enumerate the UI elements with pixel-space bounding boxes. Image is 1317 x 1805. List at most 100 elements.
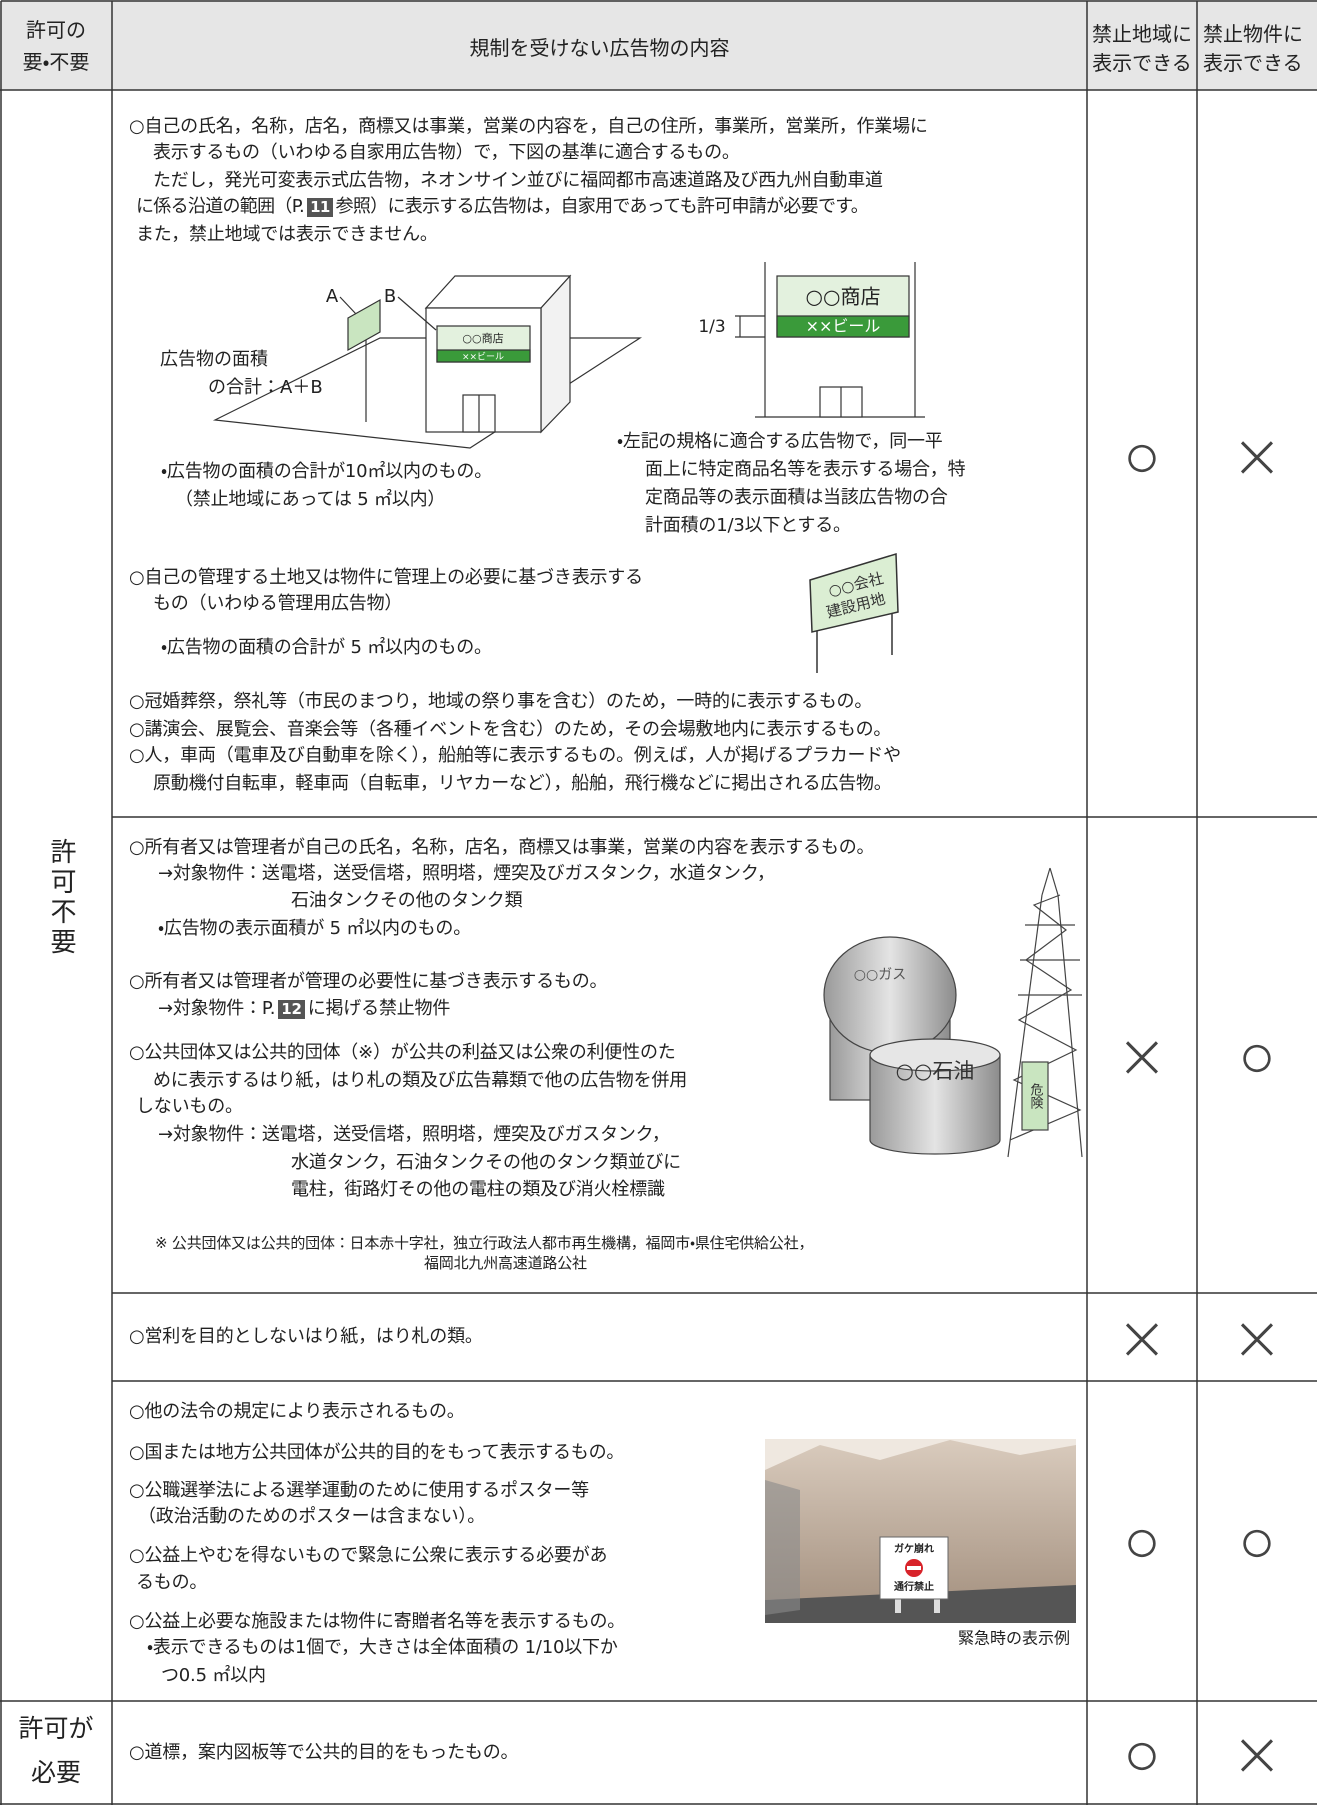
content-line: ○営利を目的としないはり紙，はり札の類。	[129, 1326, 483, 1347]
content-line: ただし，発光可変表示式広告物，ネオンサイン並びに福岡都市高速道路及び西九州自動車…	[153, 170, 883, 191]
page-badge: 11	[307, 198, 333, 217]
header-cell-text: 許可の	[26, 18, 86, 42]
content-line: （禁止地域にあっては 5 ㎡以内）	[175, 489, 446, 510]
content-line: に係る沿道の範囲（P. 11 参照）に表示する広告物は，自家用であっても許可申請が必…	[136, 194, 869, 220]
figure-label: 緊急時の表示例	[958, 1629, 1070, 1648]
figure-label: ○○商店	[806, 285, 881, 309]
text	[869, 1038, 1001, 1072]
content-line: 計面積の1/3以下とする。	[645, 515, 851, 536]
text	[823, 936, 957, 1054]
figure-label: ××ビール	[462, 352, 504, 363]
header-cell-text: 禁止物件に	[1203, 22, 1303, 46]
content-line: 石油タンクその他のタンク類	[291, 890, 523, 911]
text: 参照）に表示する広告物は，自家用であっても許可申請が必要です。	[335, 196, 869, 217]
content-line: →対象物件：送電塔，送受信塔，照明塔，煙突及びガスタンク，水道タンク，	[158, 863, 775, 884]
content-line: ・広告物の面積の合計が10㎡以内のもの。	[161, 461, 493, 482]
content-line: ○人，車両（電車及び自動車を除く），船舶等に表示するもの。例えば，人が掲げるプラ…	[129, 745, 901, 766]
page-badge: 12	[278, 1000, 305, 1019]
tank-tower-illustration	[823, 867, 1083, 1158]
ratio-illustration	[735, 262, 925, 418]
header-cell-text: 規制を受けない広告物の内容	[469, 36, 730, 60]
text	[1049, 867, 1059, 896]
content-line: ※ 公共団体又は公共的団体：日本赤十字社，独立行政法人都市再生機構，福岡市・県住…	[155, 1234, 814, 1252]
content-line: ○所有者又は管理者が自己の氏名，名称，店名，商標又は事業，営業の内容を表示するも…	[129, 837, 875, 858]
text: に係る沿道の範囲（P.	[136, 196, 305, 217]
text	[809, 553, 899, 633]
figure-label: ××ビール	[806, 317, 881, 336]
figure-label: A	[326, 286, 339, 307]
permission-mark: ×	[1231, 1301, 1283, 1374]
text	[765, 1585, 1076, 1623]
content-line: ○冠婚葬祭，祭礼等（市民のまつり，地域の祭り事を含む）のため，一時的に表示するも…	[129, 691, 873, 712]
content-line: →対象物件：送電塔，送受信塔，照明塔，煙突及びガスタンク，	[158, 1124, 670, 1145]
text	[869, 1054, 1001, 1155]
management-sign	[809, 553, 899, 673]
permission-mark: ○	[1123, 1717, 1161, 1790]
content-line: また，禁止地域では表示できません。	[136, 224, 438, 245]
figure-label: 危険	[1028, 1083, 1044, 1109]
figure-label: ガケ崩れ	[894, 1542, 934, 1555]
content-line: ○講演会、展覧会、音楽会等（各種イベントを含む）のため，その会場敷地内に表示する…	[129, 719, 892, 740]
group-label: 必要	[30, 1758, 81, 1787]
content-line: ○公益上必要な施設または物件に寄贈者名等を表示するもの。	[129, 1611, 626, 1632]
text: →対象物件：P.	[158, 998, 276, 1019]
content-line: →対象物件：P. 12 に掲げる禁止物件	[158, 996, 450, 1022]
content-line: つ0.5 ㎡以内	[161, 1665, 266, 1686]
group-label: 許可不要	[46, 838, 76, 958]
content-line: ・広告物の面積の合計が 5 ㎡以内のもの。	[161, 637, 492, 658]
header-cell-text: 表示できる	[1092, 51, 1192, 75]
permission-mark: ×	[1116, 1301, 1168, 1374]
permission-mark: ○	[1238, 1504, 1276, 1577]
permission-mark: ○	[1123, 1504, 1161, 1577]
text	[765, 1480, 800, 1615]
text	[1021, 1061, 1049, 1131]
text	[347, 298, 381, 352]
figure-label: B	[384, 286, 396, 307]
content-line: 電柱，街路灯その他の電柱の類及び消火栓標識	[291, 1179, 665, 1200]
text	[1057, 894, 1083, 1158]
figure-label: 通行禁止	[894, 1580, 934, 1593]
permission-mark: ×	[1116, 1019, 1168, 1092]
text	[1007, 894, 1043, 1158]
content-line: ○自己の管理する土地又は物件に管理上の必要に基づき表示する	[129, 567, 643, 588]
group-label: 許可が	[18, 1714, 94, 1743]
content-line: ○公共団体又は公共的団体（※）が公共の利益又は公衆の利便性のた	[129, 1042, 676, 1063]
content-line: 面上に特定商品名等を表示する場合，特	[645, 459, 966, 480]
content-line: るもの。	[136, 1572, 208, 1593]
text	[436, 349, 531, 363]
content-line: ○道標，案内図板等で公共的目的をもったもの。	[129, 1742, 519, 1763]
text: に掲げる禁止物件	[307, 998, 451, 1019]
permission-mark: ×	[1231, 1717, 1283, 1790]
figure-label: の合計：A＋B	[208, 377, 323, 398]
content-line: ○自己の氏名，名称，店名，商標又は事業，営業の内容を，自己の住所，事業所，営業所…	[129, 116, 928, 137]
text	[907, 1566, 921, 1570]
figure-label: ○○石油	[896, 1059, 975, 1083]
text	[397, 296, 437, 331]
header-cell-text: 要・不要	[22, 50, 90, 74]
permission-mark: ○	[1238, 1019, 1276, 1092]
permission-mark: ×	[1231, 419, 1283, 492]
content-line: 原動機付自転車，軽車両（自転車，リヤカーなど），船舶，飛行機などに掲出される広告…	[153, 773, 892, 794]
text	[776, 315, 910, 338]
content-line: めに表示するはり紙，はり札の類及び広告幕類で他の広告物を併用	[153, 1070, 687, 1091]
content-line: ○公益上やむを得ないもので緊急に公衆に表示する必要があ	[129, 1545, 608, 1566]
content-line: （政治活動のためのポスターは含まない）。	[138, 1506, 485, 1527]
text	[1041, 867, 1051, 896]
figure-label: 広告物の面積	[160, 349, 268, 370]
content-line: ・広告物の表示面積が 5 ㎡以内のもの。	[158, 918, 472, 939]
figure-label: 1/3	[698, 317, 725, 337]
figure-label: ○○商店	[462, 332, 503, 345]
text	[765, 1440, 1076, 1600]
landslide-photo	[765, 1439, 1076, 1623]
content-line: 水道タンク，石油タンクその他のタンク類並びに	[291, 1152, 681, 1173]
header-background	[0, 0, 1317, 90]
content-line: しないもの。	[136, 1096, 243, 1117]
header-cell-text: 禁止地域に	[1092, 22, 1192, 46]
content-line: ・表示できるものは1個で，大きさは全体面積の 1/10以下か	[147, 1637, 618, 1658]
content-line: ○国または地方公共団体が公共的目的をもって表示するもの。	[129, 1442, 625, 1463]
permission-mark: ○	[1123, 419, 1161, 492]
content-line: 定商品等の表示面積は当該広告物の合	[645, 487, 948, 508]
